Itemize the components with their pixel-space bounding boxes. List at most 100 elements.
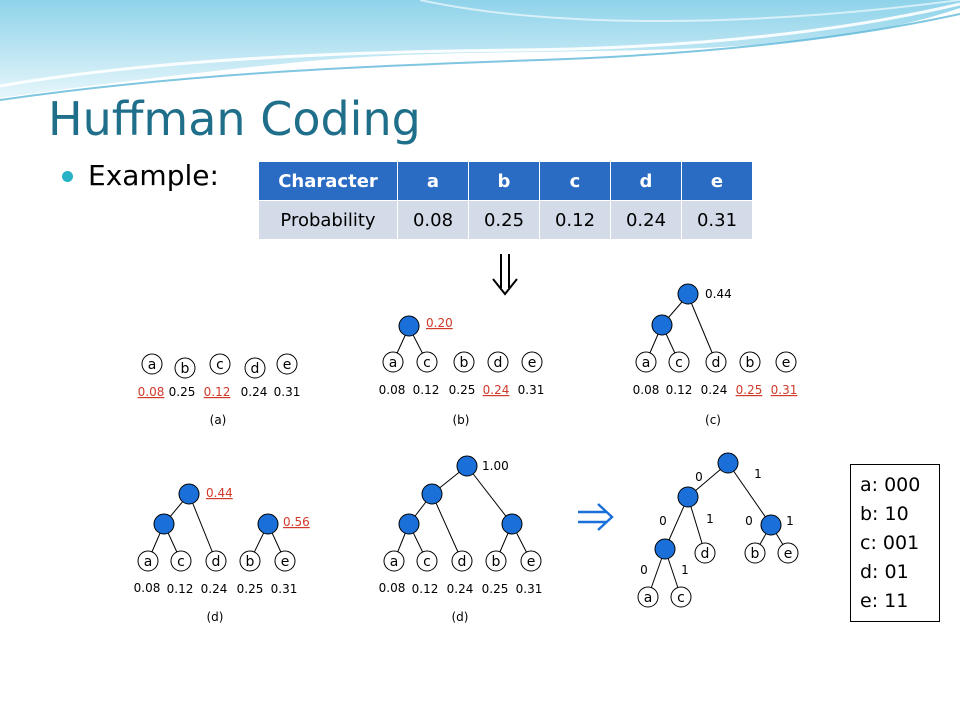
leaf-node <box>670 586 692 608</box>
code-entry: b: 10 <box>860 503 909 525</box>
probability-label: 0.08 <box>379 383 406 397</box>
probability-label: 0.12 <box>167 582 194 596</box>
leaf-node <box>775 351 797 373</box>
root-weight: 0.20 <box>426 316 453 330</box>
leaf-label: d <box>251 361 260 377</box>
leaf-label: a <box>642 355 651 371</box>
table-cell: 0.12 <box>539 200 611 240</box>
leaf-label: e <box>281 554 290 570</box>
probability-label: 0.25 <box>449 383 476 397</box>
leaf-node <box>520 550 542 572</box>
leaf-label: e <box>528 355 537 371</box>
probability-label: 0.08 <box>138 385 165 399</box>
leaf-label: a <box>148 357 157 373</box>
header-swoosh <box>0 0 960 101</box>
leaf-node <box>705 351 727 373</box>
probability-label: 0.31 <box>518 383 545 397</box>
leaf-label: d <box>494 355 503 371</box>
leaf-label: b <box>181 361 190 377</box>
table-header-character: Character <box>258 161 398 201</box>
table-cell: 0.25 <box>468 200 540 240</box>
leaf-node <box>137 550 159 572</box>
leaf-label: c <box>675 355 683 371</box>
probability-label: 0.25 <box>237 582 264 596</box>
leaf-node <box>141 353 163 375</box>
probability-label: 0.31 <box>516 582 543 596</box>
edge-label: 1 <box>706 512 714 526</box>
step-caption: (a) <box>210 413 227 427</box>
leaf-node <box>668 351 690 373</box>
probability-label: 0.24 <box>201 582 228 596</box>
leaf-node <box>739 351 761 373</box>
tree-edge <box>727 462 772 526</box>
probability-label: 0.08 <box>134 581 161 595</box>
leaf-node <box>694 542 716 564</box>
root-weight: 1.00 <box>482 459 509 473</box>
leaf-label: d <box>712 355 721 371</box>
leaf-node <box>383 550 405 572</box>
leaf-label: b <box>460 355 469 371</box>
leaf-node <box>416 550 438 572</box>
down-arrow-icon <box>492 254 518 296</box>
tree-node <box>677 283 699 305</box>
tree-node <box>257 513 279 535</box>
leaf-label: d <box>701 546 710 562</box>
tree-node <box>654 538 676 560</box>
code-entry: c: 001 <box>860 532 920 554</box>
table-cell: 0.08 <box>397 200 469 240</box>
leaf-label: c <box>423 554 431 570</box>
probability-label: 0.08 <box>379 581 406 595</box>
tree-node <box>456 455 478 477</box>
bullet-dot <box>62 171 73 182</box>
leaf-label: d <box>458 554 467 570</box>
edge-label: 0 <box>640 563 648 577</box>
edge-label: 1 <box>786 514 794 528</box>
tree-node <box>153 513 175 535</box>
table-row: Probability 0.08 0.25 0.12 0.24 0.31 <box>258 200 753 240</box>
leaf-node <box>274 550 296 572</box>
table-header-cell: b <box>468 161 540 201</box>
step-caption: (b) <box>453 413 470 427</box>
leaf-label: c <box>423 355 431 371</box>
leaf-node <box>416 351 438 373</box>
tree-node <box>178 483 200 505</box>
probability-label: 0.24 <box>241 385 268 399</box>
code-table: a: 000 b: 10 c: 001 d: 01 e: 11 <box>850 464 940 622</box>
leaf-node <box>453 351 475 373</box>
leaf-node <box>485 550 507 572</box>
step-caption: (d) <box>207 610 224 624</box>
probability-label: 0.12 <box>666 383 693 397</box>
leaf-node <box>239 550 261 572</box>
leaf-node <box>451 550 473 572</box>
tree-node <box>398 315 420 337</box>
leaf-node <box>487 351 509 373</box>
leaf-label: c <box>677 590 685 606</box>
leaf-label: e <box>527 554 536 570</box>
tree-edge <box>431 493 463 562</box>
leaf-label: c <box>177 554 185 570</box>
leaf-node <box>637 586 659 608</box>
probability-label: 0.25 <box>169 385 196 399</box>
tree-node <box>760 514 782 536</box>
probability-label: 0.24 <box>701 383 728 397</box>
table-header-cell: e <box>681 161 753 201</box>
tree-node <box>398 513 420 535</box>
table-cell: 0.31 <box>681 200 753 240</box>
root-weight: 0.44 <box>705 287 732 301</box>
edge-label: 0 <box>695 470 703 484</box>
probability-table: Character a b c d e Probability 0.08 0.2… <box>258 161 753 240</box>
leaf-node <box>382 351 404 373</box>
leaf-label: b <box>746 355 755 371</box>
root-weight: 0.56 <box>283 515 310 529</box>
tree-node <box>421 483 443 505</box>
table-header-cell: d <box>610 161 682 201</box>
leaf-node <box>170 550 192 572</box>
table-row-label: Probability <box>258 200 398 240</box>
bullet-text: Example: <box>88 159 219 192</box>
edge-label: 0 <box>745 514 753 528</box>
edge-label: 0 <box>659 514 667 528</box>
leaf-label: c <box>216 357 224 373</box>
code-entry: e: 11 <box>860 590 909 612</box>
tree-node <box>651 314 673 336</box>
